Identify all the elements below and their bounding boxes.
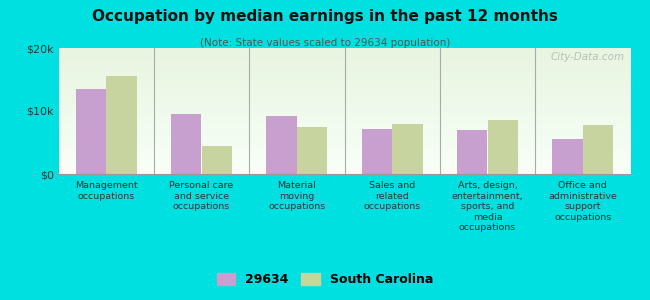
Text: Management
occupations: Management occupations [75, 182, 138, 201]
Bar [106, 76, 136, 174]
Bar [552, 139, 583, 174]
Bar [583, 125, 614, 174]
Bar [361, 129, 392, 174]
Legend: 29634, South Carolina: 29634, South Carolina [212, 268, 438, 291]
Bar [488, 120, 518, 174]
Bar [171, 114, 202, 174]
Bar [457, 130, 488, 174]
Text: Material
moving
occupations: Material moving occupations [268, 182, 326, 211]
Bar [202, 146, 232, 174]
Bar [75, 89, 106, 174]
Text: City-Data.com: City-Data.com [551, 52, 625, 62]
Bar [392, 124, 422, 174]
Text: Sales and
related
occupations: Sales and related occupations [363, 182, 421, 211]
Text: Occupation by median earnings in the past 12 months: Occupation by median earnings in the pas… [92, 9, 558, 24]
Text: Personal care
and service
occupations: Personal care and service occupations [170, 182, 233, 211]
Text: Arts, design,
entertainment,
sports, and
media
occupations: Arts, design, entertainment, sports, and… [452, 182, 523, 232]
Text: (Note: State values scaled to 29634 population): (Note: State values scaled to 29634 popu… [200, 38, 450, 47]
Bar [297, 127, 328, 174]
Text: Office and
administrative
support
occupations: Office and administrative support occupa… [549, 182, 618, 222]
Bar [266, 116, 297, 174]
